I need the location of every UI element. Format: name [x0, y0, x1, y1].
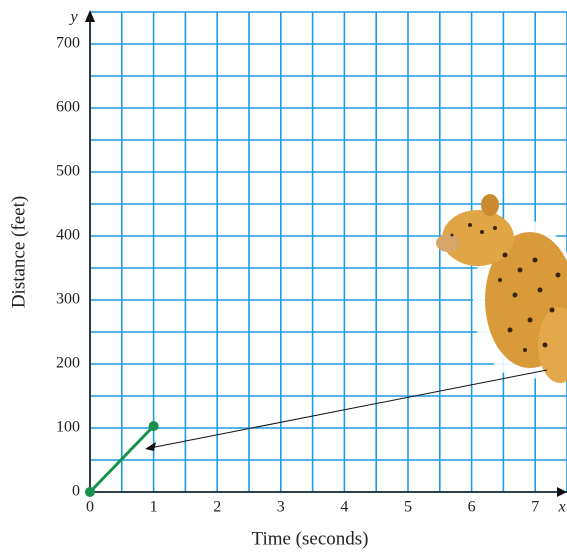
y-axis-label: Distance (feet) [8, 196, 29, 308]
y-tick-label: 500 [56, 163, 80, 180]
x-tick-label: 6 [468, 499, 476, 516]
data-point [85, 487, 95, 497]
leopard-illustration [436, 194, 567, 383]
x-tick-label: 3 [277, 499, 285, 516]
y-axis-arrow [85, 10, 95, 22]
x-tick-label: 2 [213, 499, 221, 516]
y-tick-label: 400 [56, 227, 80, 244]
annotation-arrow [149, 369, 548, 449]
x-tick-label: 5 [404, 499, 412, 516]
y-tick-label: 0 [72, 483, 80, 500]
y-tick-label: 200 [56, 355, 80, 372]
x-tick-label: 7 [531, 499, 539, 516]
x-axis-label: Time (seconds) [252, 528, 369, 549]
y-tick-label: 300 [56, 291, 80, 308]
axes: 0 100 200 300 400 500 600 700 0 1 2 3 4 5 6 7 [56, 10, 567, 516]
data-line [88, 425, 155, 494]
grid [89, 11, 567, 493]
data-point [148, 421, 159, 432]
x-axis-name: x [557, 499, 565, 516]
arrow-head [145, 442, 156, 451]
x-tick-label: 1 [150, 499, 158, 516]
y-tick-label: 700 [56, 35, 80, 52]
x-axis-arrow [557, 487, 567, 497]
y-axis-name: y [68, 9, 78, 26]
y-tick-label: 100 [56, 419, 80, 436]
y-tick-label: 600 [56, 99, 80, 116]
x-tick-label: 4 [340, 499, 348, 516]
x-tick-label: 0 [86, 499, 94, 516]
